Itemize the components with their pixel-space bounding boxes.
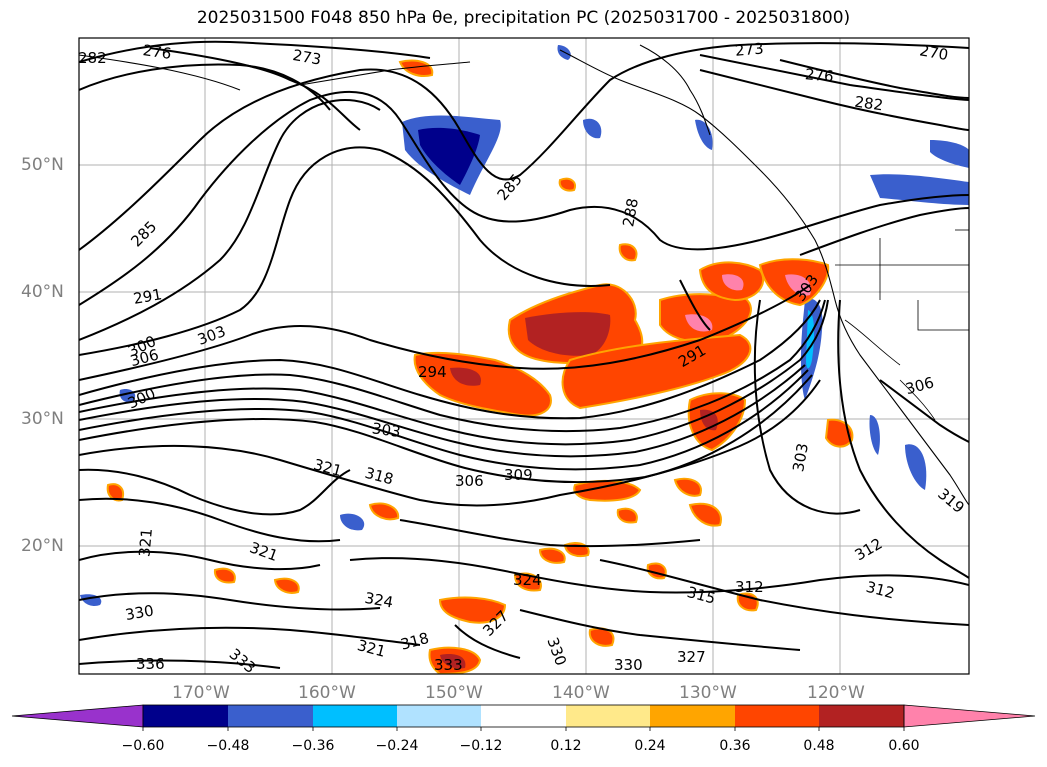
contour-label: 333 [434, 656, 463, 674]
colorbar-tick-label: 0.36 [719, 738, 751, 754]
colorbar-segment [143, 705, 228, 727]
contour-label: 312 [735, 578, 764, 596]
colorbar-tick-label: −0.36 [291, 738, 335, 754]
theta-e-contours [79, 40, 969, 669]
lon-label-130w: 130°W [679, 683, 737, 703]
lon-label-140w: 140°W [552, 683, 610, 703]
contour-label: 336 [136, 655, 165, 673]
contour-label: 303 [789, 442, 812, 473]
lat-label-20n: 20°N [21, 536, 64, 556]
colorbar-tick-label: 0.24 [634, 738, 666, 754]
lat-label-30n: 30°N [21, 409, 64, 429]
lon-label-150w: 150°W [425, 683, 483, 703]
lat-label-50n: 50°N [21, 155, 64, 175]
colorbar-segment [313, 705, 397, 727]
lat-label-40n: 40°N [21, 282, 64, 302]
contour-label: 276 [804, 65, 834, 85]
contour-label: 291 [132, 285, 163, 308]
colorbar-tick-label: −0.48 [206, 738, 250, 754]
contour-label: 288 [619, 197, 642, 228]
colorbar-segment [735, 705, 819, 727]
contour-label: 273 [734, 39, 764, 59]
colorbar-extend-high [903, 704, 1036, 728]
contour-label: 330 [614, 656, 643, 674]
coastlines [79, 44, 969, 506]
colorbar-tick-label: −0.12 [459, 738, 503, 754]
contour-label: 327 [677, 648, 706, 666]
lon-label-170w: 170°W [172, 683, 230, 703]
contour-label: 303 [371, 419, 402, 441]
colorbar-tick-label: −0.24 [375, 738, 419, 754]
colorbar-segment [650, 705, 735, 727]
map-frame [78, 37, 970, 675]
contour-label: 330 [124, 601, 155, 624]
map-title: 2025031500 F048 850 hPa θe, precipitatio… [196, 8, 851, 28]
lon-label-120w: 120°W [807, 683, 865, 703]
contour-label: 294 [418, 363, 447, 381]
colorbar-segment [481, 705, 566, 727]
contour-label: 276 [142, 41, 173, 63]
contour-label: 321 [135, 528, 155, 558]
colorbar [11, 704, 1036, 731]
positive-precip-areas [106, 59, 854, 674]
colorbar-tick-label: 0.60 [888, 738, 920, 754]
colorbar-segment [566, 705, 650, 727]
contour-label: 324 [363, 589, 394, 612]
contour-label: 273 [291, 46, 322, 69]
map-background [79, 38, 969, 674]
colorbar-extend-low [11, 704, 144, 728]
contour-label: 282 [78, 49, 107, 67]
colorbar-tick-label: 0.48 [803, 738, 835, 754]
colorbar-segment [228, 705, 313, 727]
colorbar-segment [397, 705, 481, 727]
lon-label-160w: 160°W [298, 683, 356, 703]
colorbar-tick-label: −0.60 [121, 738, 165, 754]
colorbar-segment [819, 705, 904, 727]
colorbar-tick-label: 0.12 [550, 738, 582, 754]
contour-label: 282 [853, 93, 884, 115]
contour-label: 309 [504, 466, 533, 484]
contour-label: 324 [513, 571, 542, 589]
contour-label: 306 [455, 472, 484, 490]
contour-label: 270 [918, 41, 949, 64]
